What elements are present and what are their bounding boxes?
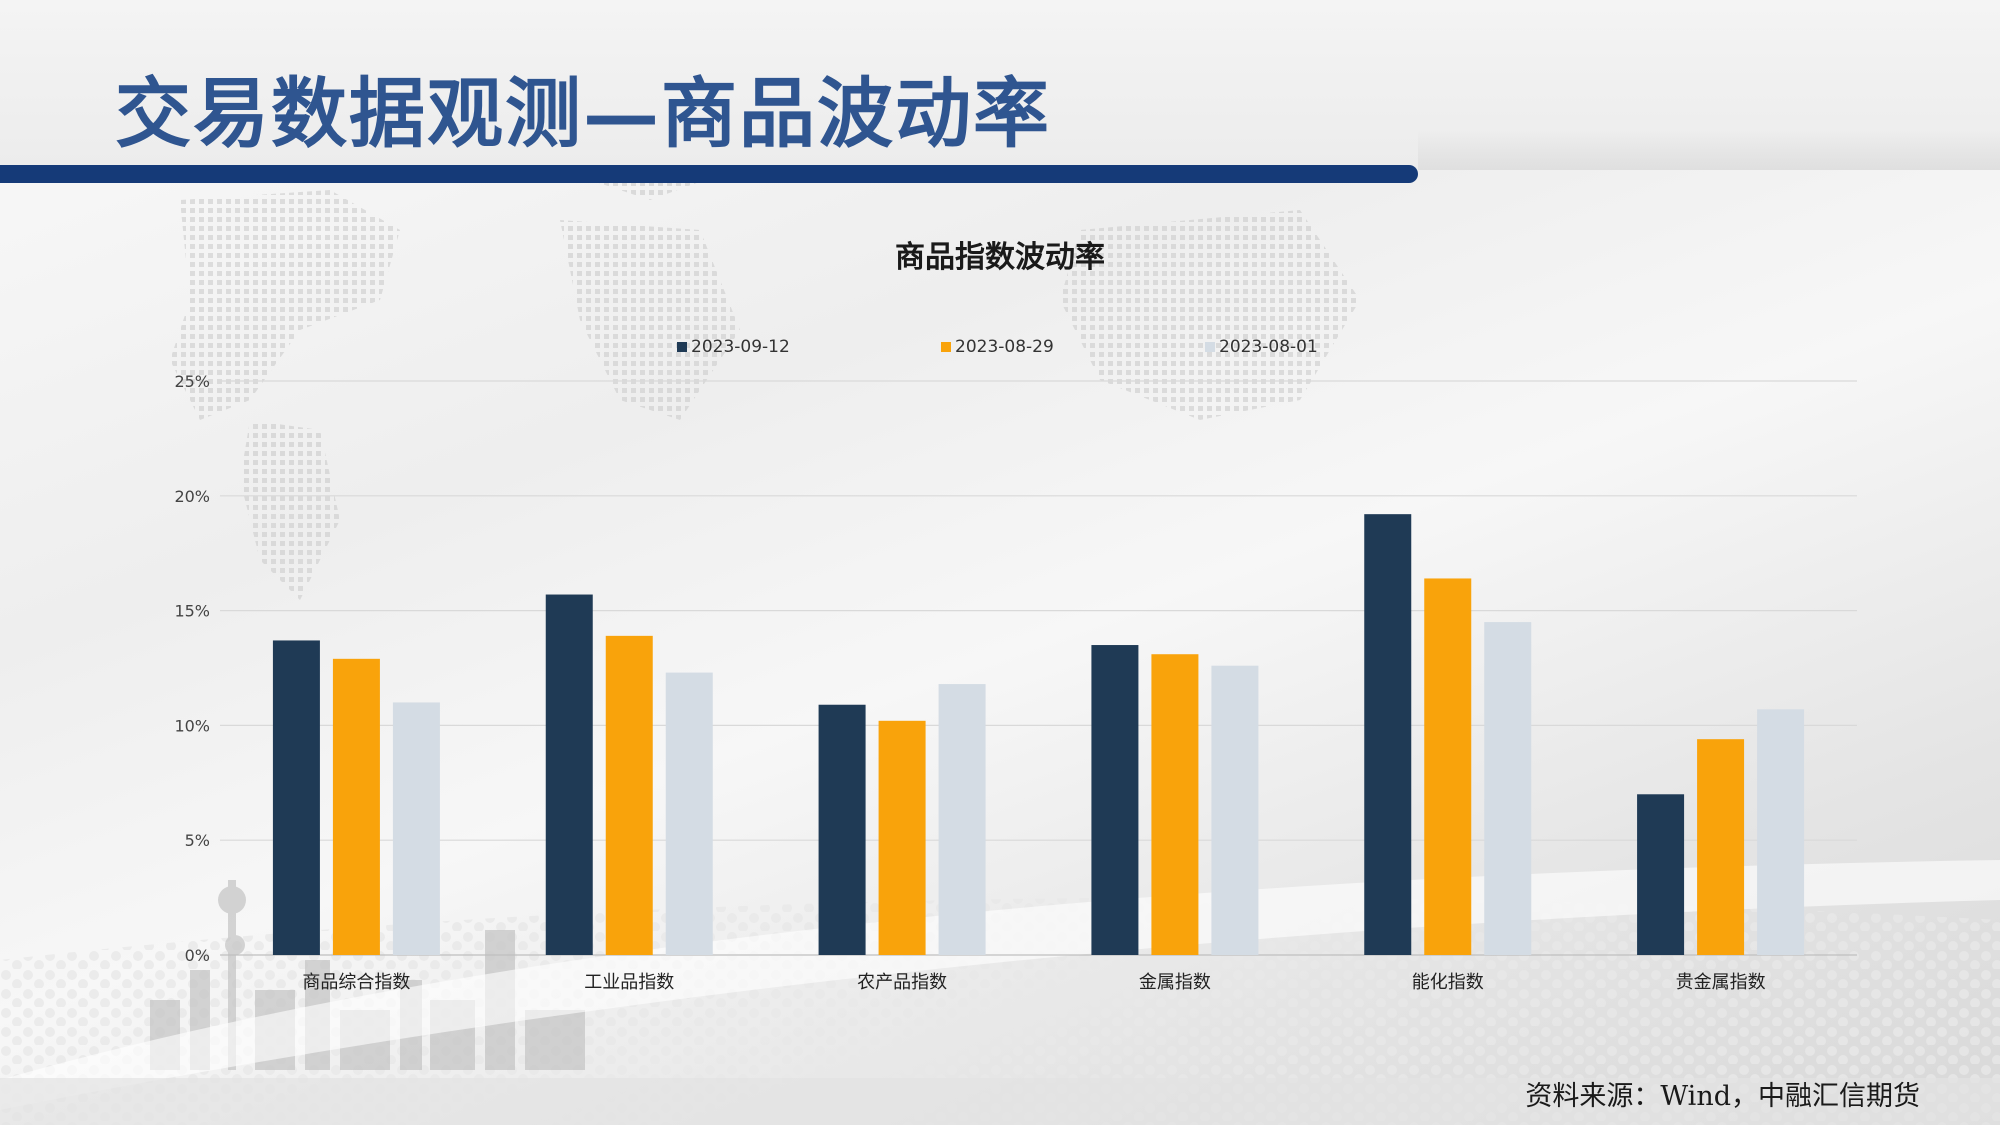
x-tick-label: 商品综合指数 [302,972,410,993]
bar [1484,622,1532,955]
header-shade [1418,130,2000,170]
legend-label-series-1: 2023-09-12 [691,337,790,357]
legend-item-series-1: 2023-09-12 [677,337,790,357]
y-tick-label: 25% [174,372,210,391]
bar [1697,739,1745,955]
bar [1757,709,1805,955]
legend-item-series-2: 2023-08-29 [941,337,1054,357]
x-tick-label: 工业品指数 [584,972,674,993]
chart-title: 商品指数波动率 [895,240,1105,275]
bar [1637,794,1685,955]
legend-swatch-series-1 [677,342,687,352]
y-tick-label: 10% [174,716,210,735]
chart-legend: 2023-09-12 2023-08-29 2023-08-01 [0,337,2000,361]
x-tick-label: 金属指数 [1139,972,1211,993]
bar [1091,645,1139,955]
bar [272,640,320,955]
source-note: 资料来源：Wind，中融汇信期货 [1525,1081,1920,1112]
bar [1151,654,1199,955]
bar [665,672,713,955]
legend-swatch-series-3 [1205,342,1215,352]
bar [545,594,593,955]
bar [392,702,440,955]
bar [332,658,380,955]
bar [1424,578,1472,955]
legend-swatch-series-2 [941,342,951,352]
x-tick-label: 贵金属指数 [1676,972,1766,993]
legend-label-series-2: 2023-08-29 [955,337,1054,357]
y-tick-label: 15% [174,602,210,621]
slide-title: 交易数据观测—商品波动率 [115,69,1051,158]
bar [938,684,986,955]
x-tick-label: 农产品指数 [857,972,947,993]
bar [878,720,926,955]
legend-item-series-3: 2023-08-01 [1205,337,1318,357]
legend-label-series-3: 2023-08-01 [1219,337,1318,357]
y-tick-label: 0% [185,946,210,965]
bar [605,635,653,955]
bar [818,704,866,955]
bar [1211,665,1259,955]
y-tick-label: 5% [185,831,210,850]
bar [1364,514,1412,955]
x-tick-label: 能化指数 [1412,972,1484,993]
title-underline-bar [0,165,1418,183]
y-tick-label: 20% [174,487,210,506]
